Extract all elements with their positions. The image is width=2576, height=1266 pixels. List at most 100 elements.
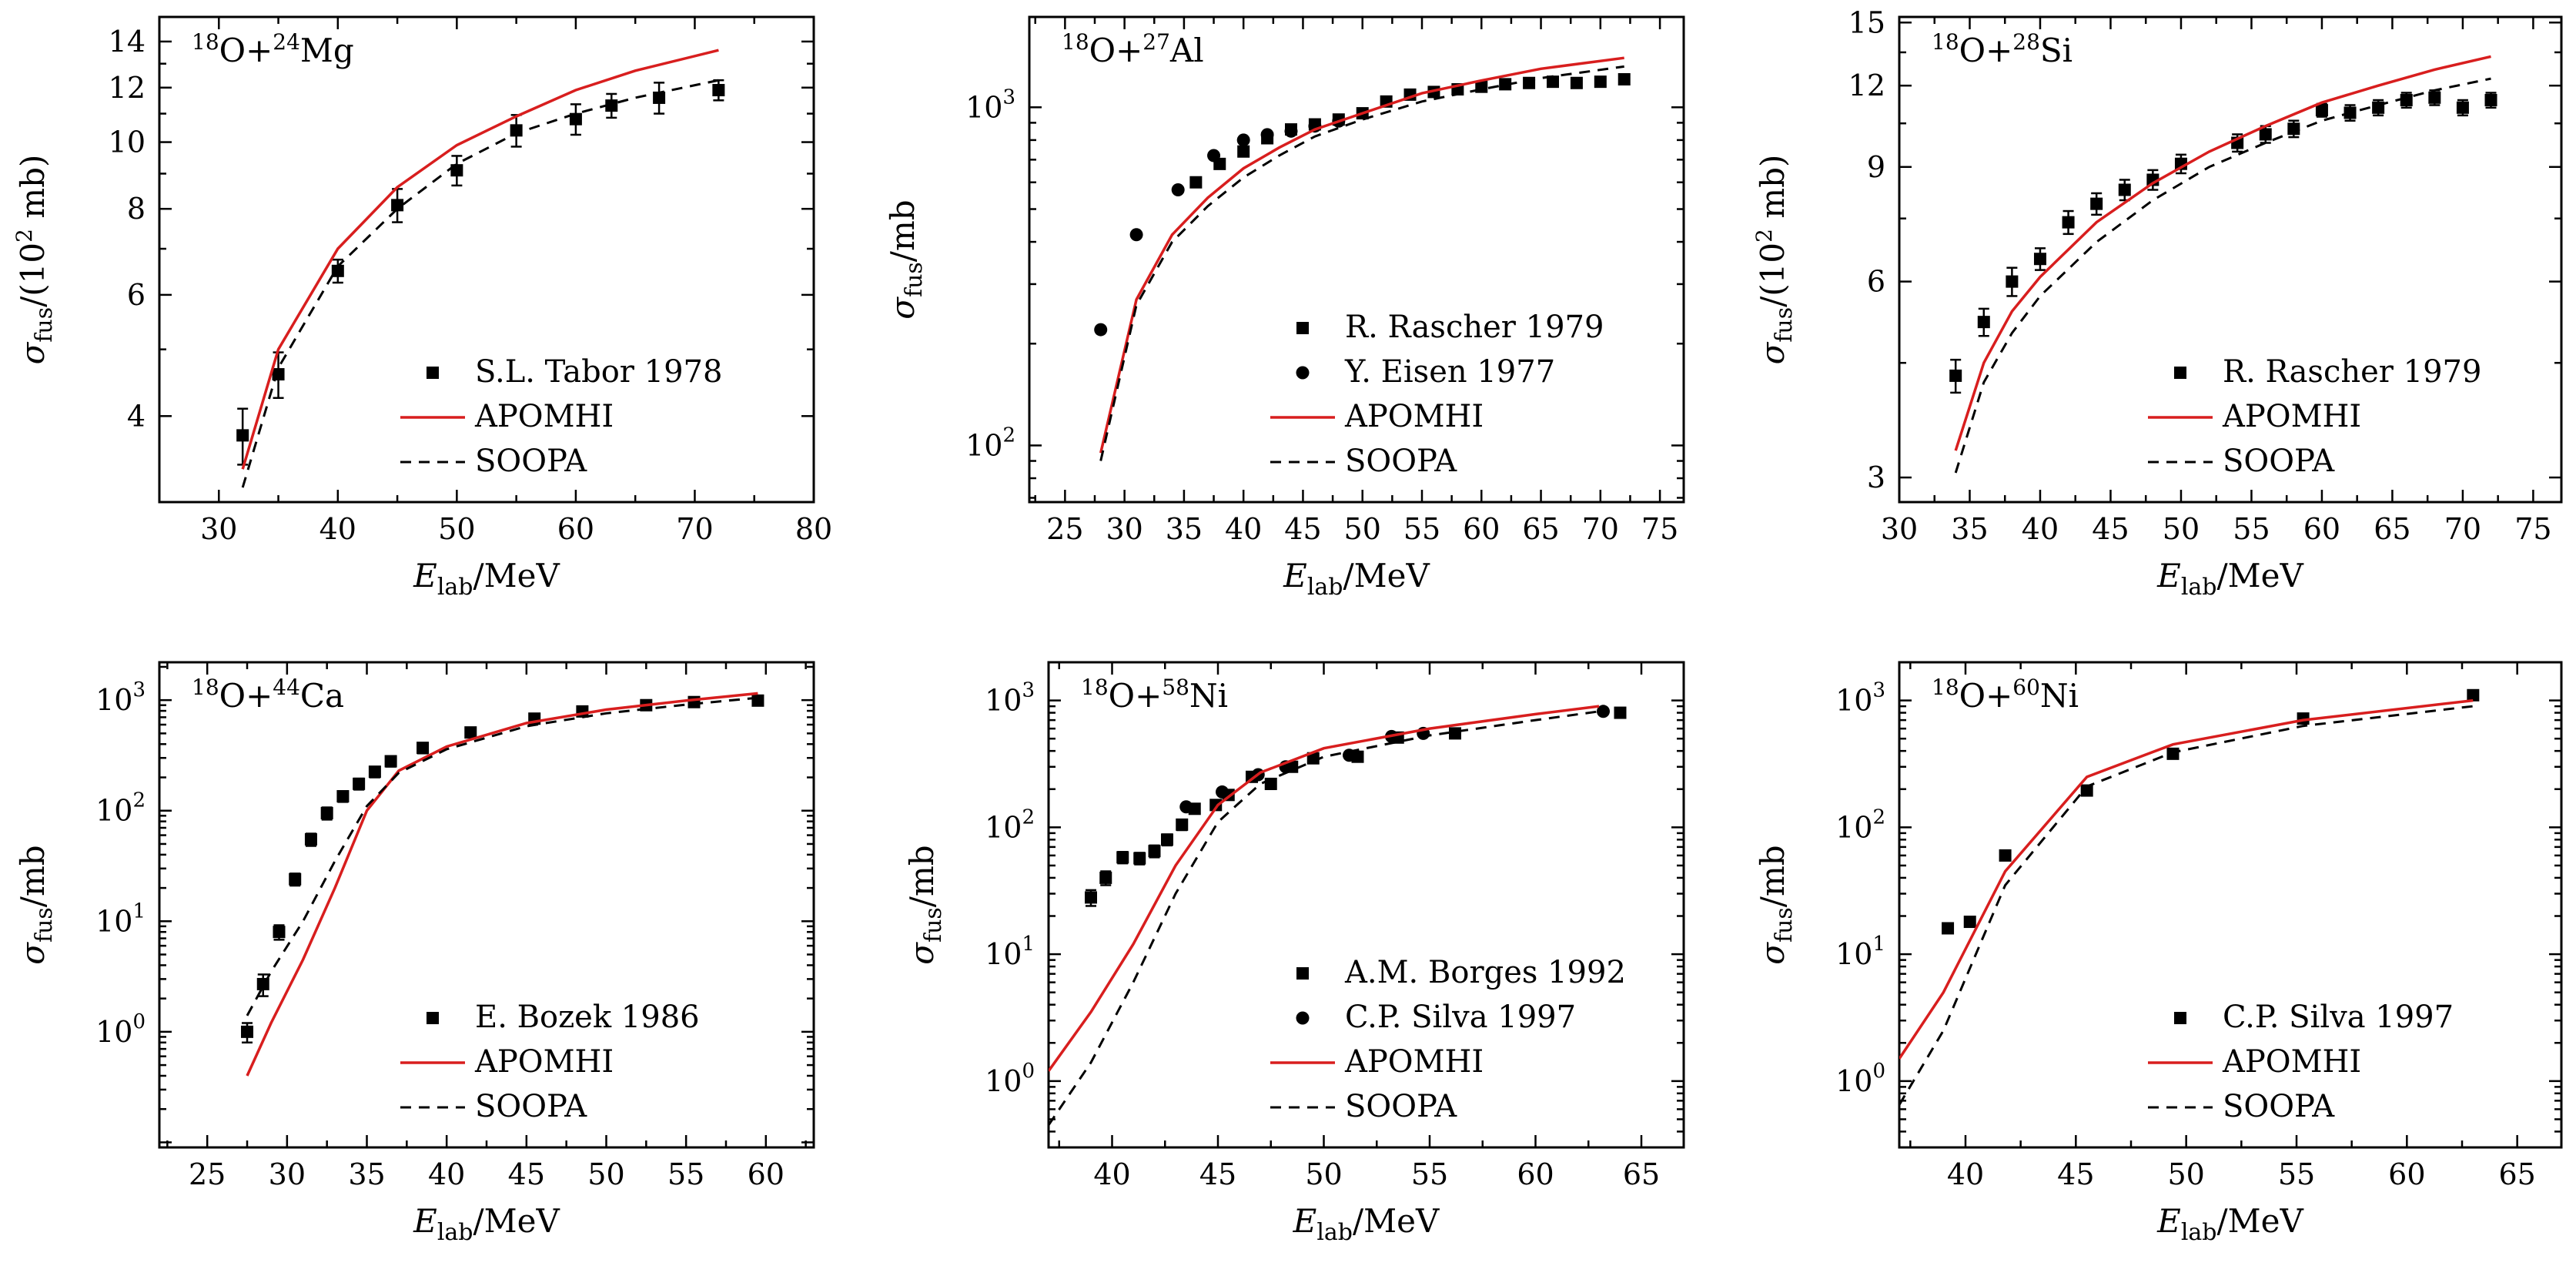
- y-tick-exponent: 0: [1022, 1060, 1035, 1083]
- reaction-mass-projectile: 18: [1062, 29, 1089, 55]
- y-tick-base: 14: [109, 25, 146, 59]
- x-tick-label: 40: [1947, 1157, 1984, 1191]
- series-apomhi-curve: [1954, 55, 2491, 451]
- legend-entry: SOOPA: [2148, 1089, 2335, 1124]
- y-tick-base: 10: [985, 810, 1022, 844]
- legend-label: E. Bozek 1986: [475, 1000, 700, 1035]
- x-tick-label: 40: [428, 1157, 465, 1191]
- series-r-rascher-1979-point: [2259, 128, 2272, 141]
- y-tick-label: 103: [985, 679, 1035, 718]
- series-c-p-silva-1997-point: [2080, 784, 2093, 797]
- series-soopa-curve: [1899, 705, 2474, 1106]
- plot-frame: [1898, 15, 2563, 504]
- series-r-rascher-1979-point: [2400, 94, 2413, 107]
- y-tick-label: 14: [109, 25, 146, 59]
- y-tick-label: 100: [985, 1060, 1035, 1098]
- series-s-l-tabor-1978-point: [236, 429, 249, 442]
- series-e-bozek-1986-point: [417, 742, 430, 755]
- x-tick-label: 55: [2233, 512, 2270, 546]
- x-label-symbol: E: [1283, 557, 1307, 594]
- y-tick-base: 10: [95, 1015, 132, 1049]
- x-label-unit: /MeV: [473, 557, 560, 594]
- x-label-symbol: E: [413, 1202, 437, 1240]
- legend-label: SOOPA: [475, 444, 587, 479]
- y-tick-label: 8: [127, 192, 146, 226]
- x-label-subscript: lab: [1316, 1219, 1353, 1246]
- chart-panel-al27: 25 30 35 40 45 50 55 60 65 70 75102103Elab/MeVσfus…: [884, 15, 1685, 601]
- series-e-bozek-1986-point: [353, 777, 366, 790]
- y-label-unit: /(10: [1754, 243, 1791, 307]
- y-label-subscript: fus: [31, 907, 58, 943]
- x-tick-label: 55: [667, 1157, 704, 1191]
- series-c-p-silva-1997-point: [1179, 800, 1193, 814]
- x-tick-label: 40: [319, 512, 356, 546]
- series-r-rascher-1979-point: [1570, 76, 1583, 89]
- y-label-unit: /mb: [14, 845, 52, 907]
- series-e-bozek-1986-point: [751, 694, 764, 707]
- y-tick-base: 6: [127, 278, 146, 312]
- plot-frame: [1898, 661, 2563, 1149]
- y-tick-exponent: 2: [1022, 805, 1035, 829]
- x-tick-label: 55: [1403, 512, 1440, 546]
- legend-marker-square: [2174, 1012, 2186, 1024]
- x-tick-label: 25: [189, 1157, 226, 1191]
- y-tick-label: 101: [95, 899, 146, 938]
- y-tick-label: 102: [1835, 805, 1885, 844]
- y-label-subscript: fus: [901, 262, 928, 297]
- series-s-l-tabor-1978-point: [653, 91, 666, 104]
- reaction-projectile: O+: [1959, 32, 2013, 69]
- x-tick-label: 45: [2092, 512, 2129, 546]
- reaction-label: 18O+28Si: [1932, 29, 2073, 69]
- series-e-bozek-1986-point: [687, 695, 701, 708]
- series-r-rascher-1979-point: [2062, 216, 2075, 229]
- legend-marker-circle: [1296, 1011, 1310, 1025]
- series-r-rascher-1979-point: [2006, 275, 2019, 288]
- x-tick-label: 35: [348, 1157, 385, 1191]
- x-axis-label: Elab/MeV: [413, 557, 560, 601]
- y-tick-label: 100: [95, 1010, 146, 1049]
- x-axis-label: Elab/MeV: [2156, 557, 2303, 601]
- plot-data: [1949, 55, 2497, 474]
- reaction-mass-target: 58: [1162, 675, 1189, 700]
- reaction-mass-target: 28: [2012, 29, 2040, 55]
- reaction-target: Ni: [2040, 677, 2079, 715]
- x-tick-label: 60: [2388, 1157, 2425, 1191]
- series-r-rascher-1979-point: [2090, 197, 2103, 210]
- x-label-unit: /MeV: [2217, 557, 2304, 594]
- series-r-rascher-1979-point: [2428, 91, 2441, 104]
- series-y-eisen-1977-point: [1094, 323, 1108, 337]
- y-tick-label: 100: [1835, 1060, 1885, 1098]
- series-apomhi-curve: [1899, 698, 2474, 1060]
- series-y-eisen-1977-point: [1129, 228, 1143, 242]
- reaction-mass-projectile: 18: [1081, 675, 1109, 700]
- reaction-target: Al: [1169, 32, 1204, 69]
- y-label-unit: /mb: [884, 199, 922, 262]
- series-soopa-curve: [1099, 65, 1624, 461]
- y-tick-exponent: 1: [1872, 933, 1885, 956]
- x-tick-label: 60: [1463, 512, 1500, 546]
- y-tick-label: 4: [127, 399, 146, 433]
- legend-label: APOMHI: [474, 1044, 614, 1080]
- series-s-l-tabor-1978-point: [712, 84, 725, 97]
- legend-entry: SOOPA: [400, 444, 587, 479]
- series-r-rascher-1979-point: [1949, 369, 1962, 382]
- series-r-rascher-1979-point: [2118, 183, 2131, 196]
- y-tick-exponent: 2: [132, 789, 146, 812]
- reaction-label: 18O+58Ni: [1081, 675, 1228, 715]
- series-a-m-borges-1992-point: [1148, 845, 1161, 858]
- plot-data: [241, 692, 764, 1077]
- x-label-unit: /MeV: [2217, 1202, 2304, 1240]
- x-tick-label: 60: [2303, 512, 2340, 546]
- x-label-symbol: E: [1293, 1202, 1317, 1240]
- series-r-rascher-1979-point: [1189, 176, 1203, 189]
- y-tick-base: 9: [1867, 150, 1885, 184]
- series-a-m-borges-1992-point: [1133, 852, 1146, 865]
- legend-label: APOMHI: [1344, 1044, 1484, 1080]
- series-soopa-curve: [1049, 710, 1600, 1126]
- y-label-exponent: 2: [12, 229, 37, 243]
- x-label-subscript: lab: [2181, 574, 2217, 601]
- x-tick-label: 30: [200, 512, 237, 546]
- y-tick-exponent: 2: [1872, 805, 1885, 829]
- series-a-m-borges-1992-point: [1116, 851, 1129, 864]
- x-tick-label: 50: [438, 512, 475, 546]
